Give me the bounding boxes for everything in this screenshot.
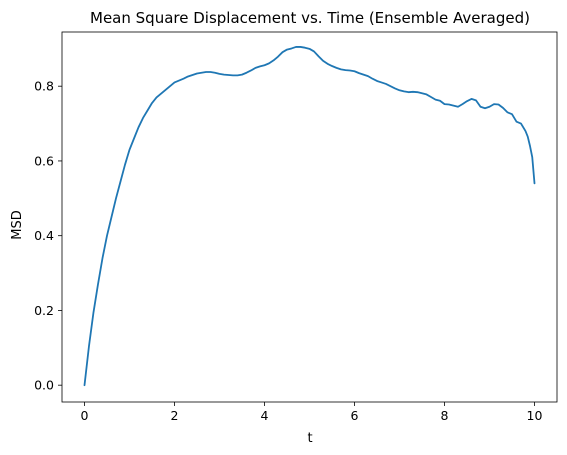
plot-area (61, 31, 558, 403)
x-tick-label: 6 (351, 408, 359, 423)
y-axis-ticks: 0.0 0.2 0.4 0.6 0.8 (34, 79, 62, 393)
x-tick-label: 10 (527, 408, 543, 423)
y-tick-label: 0.8 (34, 79, 54, 94)
y-axis-label: MSD (10, 210, 25, 239)
y-tick-label: 0.4 (34, 228, 54, 243)
msd-series-line-0 (83, 46, 536, 387)
y-tick-label: 0.6 (34, 153, 54, 168)
y-tick-label: 0.2 (34, 303, 54, 318)
x-tick-label: 0 (81, 408, 89, 423)
chart-title: Mean Square Displacement vs. Time (Ensem… (90, 9, 530, 27)
x-axis-ticks: 0 2 4 6 8 10 (81, 402, 543, 423)
x-axis-label: t (307, 431, 312, 446)
plot-frame (61, 31, 558, 403)
x-tick-label: 2 (171, 408, 179, 423)
x-tick-label: 8 (441, 408, 449, 423)
series-layer (83, 46, 536, 387)
y-tick-label: 0.0 (34, 378, 54, 393)
x-tick-label: 4 (261, 408, 269, 423)
